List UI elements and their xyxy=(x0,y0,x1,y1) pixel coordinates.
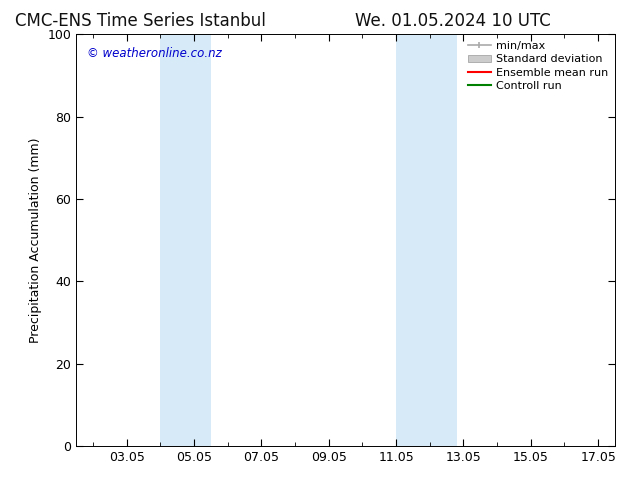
Text: © weatheronline.co.nz: © weatheronline.co.nz xyxy=(87,47,222,60)
Bar xyxy=(396,34,456,446)
Text: We. 01.05.2024 10 UTC: We. 01.05.2024 10 UTC xyxy=(355,12,551,30)
Text: CMC-ENS Time Series Istanbul: CMC-ENS Time Series Istanbul xyxy=(15,12,266,30)
Bar xyxy=(160,34,210,446)
Y-axis label: Precipitation Accumulation (mm): Precipitation Accumulation (mm) xyxy=(29,137,42,343)
Legend: min/max, Standard deviation, Ensemble mean run, Controll run: min/max, Standard deviation, Ensemble me… xyxy=(465,38,612,94)
